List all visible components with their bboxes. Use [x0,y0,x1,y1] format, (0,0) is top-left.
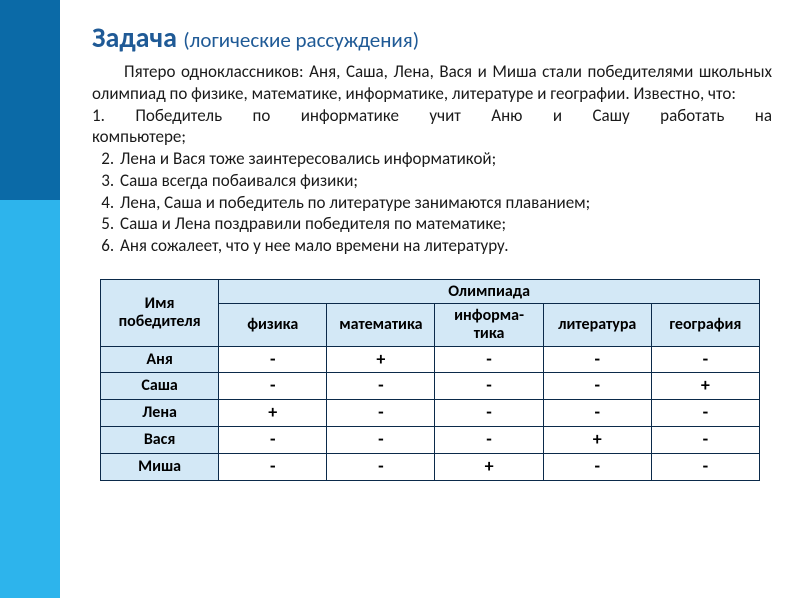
col-group-header: Олимпиада [219,279,760,304]
condition-6: Аня сожалеет, что у нее мало времени на … [118,235,772,257]
col-literature: литература [543,304,651,346]
cell: + [651,373,759,400]
row-name: Вася [101,426,219,453]
intro-text: Пятеро одноклассников: Аня, Саша, Лена, … [92,61,772,105]
col-geography: география [651,304,759,346]
row-name: Саша [101,373,219,400]
cell: - [651,346,759,373]
condition-1: 1. Победитель по информатике учит Аню и … [92,105,772,149]
condition-1b: компьютере; [92,126,772,148]
cell: - [651,400,759,427]
cell: - [651,426,759,453]
table-row: Лена + - - - - [101,400,760,427]
cell: - [327,400,435,427]
cell: - [219,373,327,400]
cell: - [543,346,651,373]
table-row: Саша - - - - + [101,373,760,400]
sidebar-light-block [0,200,60,598]
cell: - [327,426,435,453]
cell: - [435,373,543,400]
row-name: Лена [101,400,219,427]
cell: - [219,426,327,453]
sidebar-dark-block [0,0,60,200]
condition-4: Лена, Саша и победитель по литературе за… [118,192,772,214]
condition-1a: 1. Победитель по информатике учит Аню и … [92,105,772,126]
cell: - [435,346,543,373]
cell: + [219,400,327,427]
col-informatics-l2: тика [474,324,505,343]
col-physics: физика [219,304,327,346]
col-math: математика [327,304,435,346]
page-title: Задача (логические рассуждения) [92,20,772,55]
cell: - [543,400,651,427]
cell: - [543,373,651,400]
col-name-header: Имя победителя [101,279,219,346]
conditions-list: 1. Победитель по информатике учит Аню и … [92,105,772,257]
table-row: Аня - + - - - [101,346,760,373]
table-row: Миша - - + - - [101,453,760,480]
col-informatics-l1: информа- [454,306,524,325]
col-informatics: информа-тика [435,304,543,346]
cell: - [543,453,651,480]
slide: Задача (логические рассуждения) Пятеро о… [0,0,796,598]
cell: + [327,346,435,373]
cell: - [219,453,327,480]
row-name: Миша [101,453,219,480]
table-row: Вася - - - + - [101,426,760,453]
content-area: Задача (логические рассуждения) Пятеро о… [92,20,772,481]
condition-2: Лена и Вася тоже заинтересовались информ… [118,148,772,170]
cell: - [651,453,759,480]
table-header-row-1: Имя победителя Олимпиада [101,279,760,304]
logic-table: Имя победителя Олимпиада физика математи… [100,279,760,481]
cell: - [435,426,543,453]
cell: + [543,426,651,453]
logic-table-wrap: Имя победителя Олимпиада физика математи… [100,279,760,481]
cell: + [435,453,543,480]
cell: - [435,400,543,427]
cell: - [327,373,435,400]
cell: - [219,346,327,373]
condition-5: Саша и Лена поздравили победителя по мат… [118,213,772,235]
row-name: Аня [101,346,219,373]
title-sub: (логические рассуждения) [183,27,419,53]
condition-3: Саша всегда побаивался физики; [118,170,772,192]
cell: - [327,453,435,480]
title-main: Задача [92,20,177,55]
